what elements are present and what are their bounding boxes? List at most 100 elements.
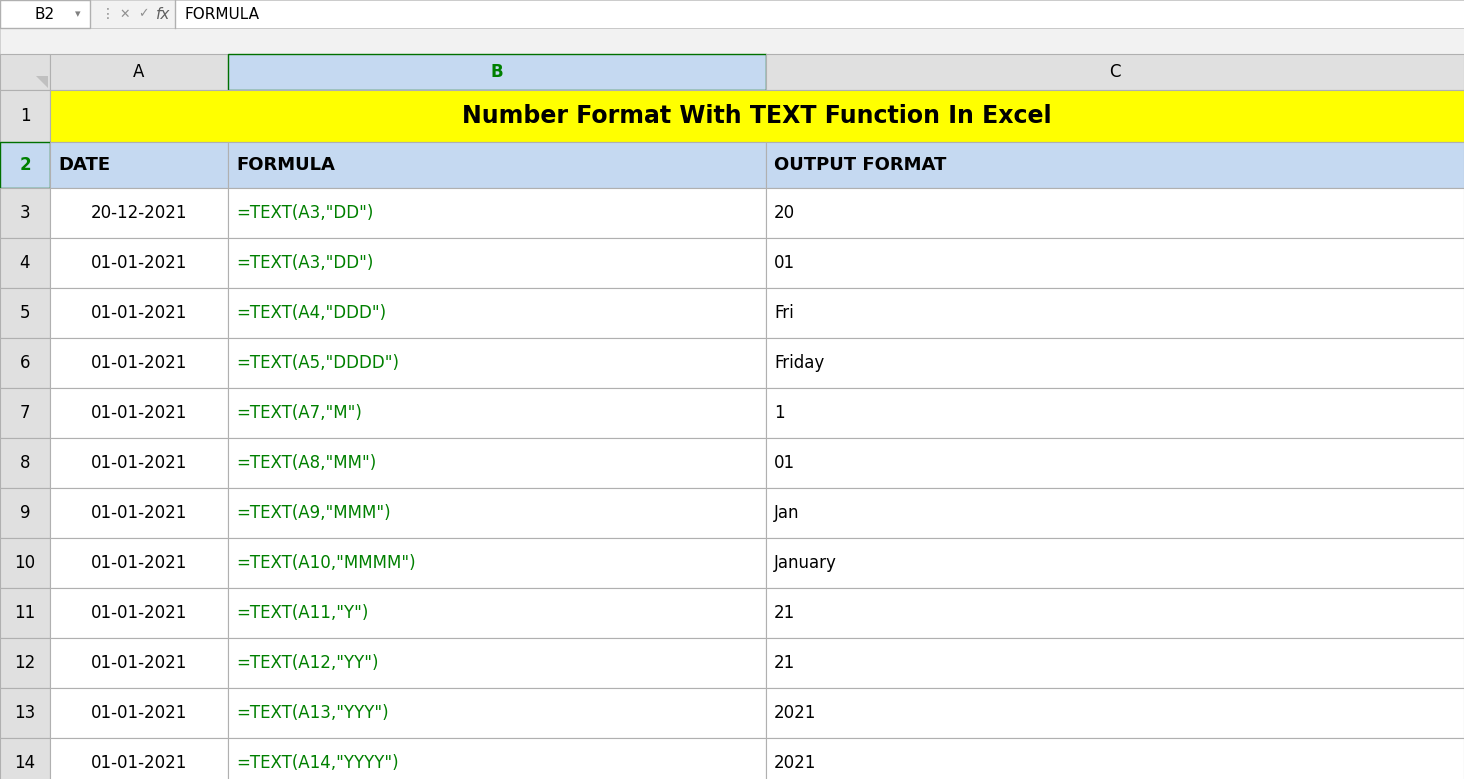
Text: 11: 11 (15, 604, 35, 622)
Bar (50, 538, 228, 588)
Bar (0, 238, 50, 288)
Text: 01-01-2021: 01-01-2021 (91, 604, 187, 622)
Bar (0, 188, 50, 238)
Text: 01-01-2021: 01-01-2021 (91, 754, 187, 772)
Text: 4: 4 (19, 254, 31, 272)
Text: B2: B2 (35, 6, 56, 22)
Text: 20: 20 (774, 204, 795, 222)
Text: =TEXT(A10,"MMMM"): =TEXT(A10,"MMMM") (236, 554, 416, 572)
Text: 6: 6 (19, 354, 31, 372)
Text: =TEXT(A12,"YY"): =TEXT(A12,"YY") (236, 654, 379, 672)
Bar (50, 188, 228, 238)
Bar (0, 288, 50, 338)
Bar (176, 0, 1464, 28)
Bar (0, 0, 1464, 28)
Bar (228, 288, 766, 338)
Bar (0, 488, 50, 538)
Text: 13: 13 (15, 704, 35, 722)
Text: 01-01-2021: 01-01-2021 (91, 254, 187, 272)
Text: ⋮: ⋮ (101, 7, 116, 21)
Text: 2021: 2021 (774, 754, 817, 772)
Bar (0, 588, 50, 638)
Bar (0, 688, 50, 738)
Bar (228, 538, 766, 588)
Text: ▾: ▾ (75, 9, 81, 19)
Text: DATE: DATE (59, 156, 110, 174)
Text: =TEXT(A11,"Y"): =TEXT(A11,"Y") (236, 604, 369, 622)
Bar (50, 90, 1464, 142)
Bar (766, 142, 1464, 188)
Text: 1: 1 (774, 404, 785, 422)
Bar (228, 142, 766, 188)
Text: 2: 2 (19, 156, 31, 174)
Bar (0, 28, 1464, 54)
Polygon shape (37, 76, 48, 88)
Bar (50, 488, 228, 538)
Text: 1: 1 (19, 107, 31, 125)
Text: 01-01-2021: 01-01-2021 (91, 454, 187, 472)
Bar (228, 638, 766, 688)
Text: =TEXT(A8,"MM"): =TEXT(A8,"MM") (236, 454, 376, 472)
Text: ✕: ✕ (120, 8, 130, 20)
Bar (50, 638, 228, 688)
Text: OUTPUT FORMAT: OUTPUT FORMAT (774, 156, 946, 174)
Text: 2021: 2021 (774, 704, 817, 722)
Bar (50, 238, 228, 288)
Bar (0, 438, 50, 488)
Bar (228, 238, 766, 288)
Text: 5: 5 (19, 304, 31, 322)
Text: fx: fx (155, 6, 170, 22)
Text: A: A (133, 63, 145, 81)
Bar (228, 438, 766, 488)
Text: 20-12-2021: 20-12-2021 (91, 204, 187, 222)
Bar (766, 738, 1464, 779)
Text: =TEXT(A14,"YYYY"): =TEXT(A14,"YYYY") (236, 754, 398, 772)
Text: =TEXT(A3,"DD"): =TEXT(A3,"DD") (236, 254, 373, 272)
Bar (766, 288, 1464, 338)
Bar (0, 738, 50, 779)
Bar (50, 142, 228, 188)
Text: 8: 8 (19, 454, 31, 472)
Bar (228, 738, 766, 779)
Text: January: January (774, 554, 837, 572)
Text: 21: 21 (774, 654, 795, 672)
Text: 01: 01 (774, 454, 795, 472)
Text: 12: 12 (15, 654, 35, 672)
Text: 01-01-2021: 01-01-2021 (91, 354, 187, 372)
Bar (0, 638, 50, 688)
Text: 14: 14 (15, 754, 35, 772)
Bar (766, 54, 1464, 90)
Bar (50, 54, 228, 90)
Text: 21: 21 (774, 604, 795, 622)
Text: Friday: Friday (774, 354, 824, 372)
Bar (766, 238, 1464, 288)
Text: 9: 9 (19, 504, 31, 522)
Text: 7: 7 (19, 404, 31, 422)
Bar (228, 54, 766, 90)
Bar (0, 388, 50, 438)
Bar (228, 688, 766, 738)
Text: C: C (1110, 63, 1121, 81)
Bar (228, 188, 766, 238)
Bar (766, 538, 1464, 588)
Bar (50, 738, 228, 779)
Text: 01: 01 (774, 254, 795, 272)
Bar (766, 438, 1464, 488)
Bar (766, 188, 1464, 238)
Text: 01-01-2021: 01-01-2021 (91, 654, 187, 672)
Bar (0, 0, 89, 28)
Bar (50, 388, 228, 438)
Text: 01-01-2021: 01-01-2021 (91, 704, 187, 722)
Text: 01-01-2021: 01-01-2021 (91, 304, 187, 322)
Text: B: B (490, 63, 504, 81)
Bar (0, 338, 50, 388)
Bar (766, 388, 1464, 438)
Text: =TEXT(A9,"MMM"): =TEXT(A9,"MMM") (236, 504, 391, 522)
Text: ✓: ✓ (138, 8, 148, 20)
Text: =TEXT(A5,"DDDD"): =TEXT(A5,"DDDD") (236, 354, 400, 372)
Bar (228, 488, 766, 538)
Bar (228, 338, 766, 388)
Bar (50, 338, 228, 388)
Text: Number Format With TEXT Function In Excel: Number Format With TEXT Function In Exce… (463, 104, 1051, 128)
Text: Fri: Fri (774, 304, 793, 322)
